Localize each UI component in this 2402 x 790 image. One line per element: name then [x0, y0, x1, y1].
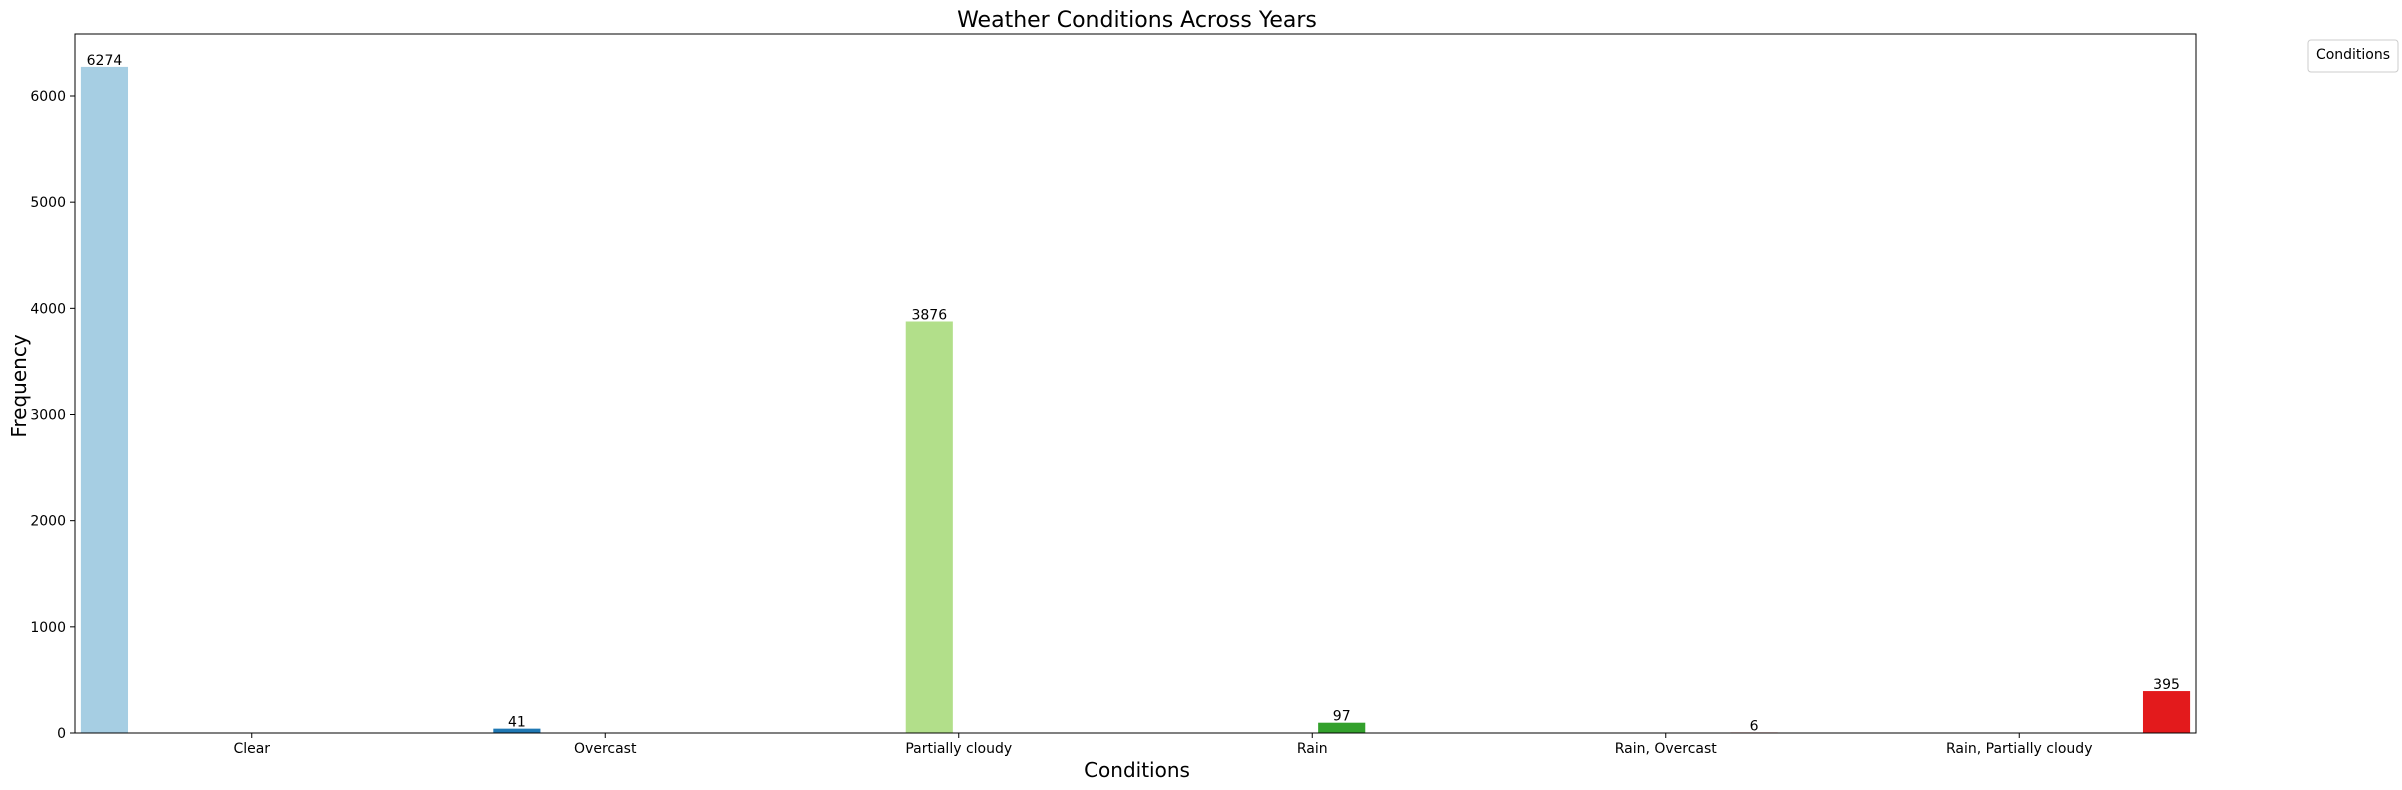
- bar: [80, 66, 129, 733]
- data-label: 3876: [911, 308, 947, 324]
- y-tick-label: 0: [57, 726, 66, 742]
- y-tick-label: 3000: [30, 408, 66, 424]
- data-label: 6274: [87, 53, 123, 69]
- x-tick-label: Overcast: [574, 741, 637, 757]
- x-axis-label: Conditions: [1084, 758, 1190, 782]
- bar: [2142, 691, 2191, 733]
- y-tick-label: 2000: [30, 514, 66, 530]
- legend: Conditions: [2307, 39, 2399, 73]
- plot-area: 6274 Clear 41 Overcast 3876 Partially cloudy 9…: [30, 33, 2197, 757]
- x-tick-label: Partially cloudy: [905, 741, 1012, 757]
- bar: [493, 728, 541, 733]
- y-tick-label: 4000: [30, 301, 66, 317]
- x-tick-label: Clear: [233, 741, 270, 757]
- y-tick-label: 6000: [30, 89, 66, 105]
- y-tick-label: 1000: [30, 620, 66, 636]
- x-tick-label: Rain, Partially cloudy: [1946, 741, 2092, 757]
- data-label: 6: [1750, 718, 1759, 734]
- plot-frame: [74, 33, 2197, 734]
- chart-title: Weather Conditions Across Years: [957, 8, 1317, 33]
- data-label: 97: [1333, 709, 1351, 725]
- bar: [1318, 722, 1366, 733]
- x-tick-label: Rain: [1297, 741, 1328, 757]
- data-label: 41: [508, 715, 526, 731]
- y-axis-label: Frequency: [7, 334, 31, 437]
- legend-box: [2307, 39, 2399, 73]
- legend-title: Conditions: [2316, 47, 2390, 63]
- x-tick-label: Rain, Overcast: [1615, 741, 1718, 757]
- bar: [905, 321, 953, 733]
- y-tick-label: 5000: [30, 195, 66, 211]
- data-label: 395: [2153, 677, 2180, 693]
